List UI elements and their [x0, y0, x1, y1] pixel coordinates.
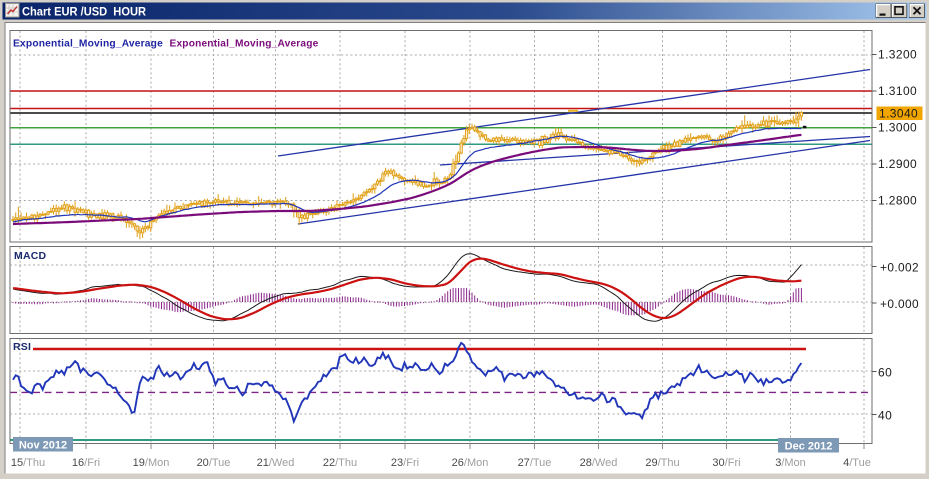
svg-text:30/Fri: 30/Fri — [712, 457, 740, 469]
svg-text:Chart EUR /USD HOUR: Chart EUR /USD HOUR — [22, 4, 146, 18]
svg-text:29/Thu: 29/Thu — [645, 457, 679, 469]
svg-text:20/Tue: 20/Tue — [197, 457, 231, 469]
svg-text:23/Fri: 23/Fri — [391, 457, 419, 469]
svg-text:19/Mon: 19/Mon — [133, 457, 170, 469]
svg-text:Exponential_Moving_Average: Exponential_Moving_Average — [13, 38, 163, 50]
svg-text:3/Mon: 3/Mon — [775, 457, 806, 469]
svg-text:4/Tue: 4/Tue — [843, 457, 871, 469]
svg-text:MACD: MACD — [14, 250, 47, 262]
svg-text:Dec 2012: Dec 2012 — [785, 441, 833, 453]
svg-text:1.3040: 1.3040 — [879, 106, 918, 120]
svg-text:60: 60 — [878, 366, 892, 380]
svg-text:Nov 2012: Nov 2012 — [19, 440, 67, 452]
svg-text:+0.002: +0.002 — [880, 261, 919, 275]
svg-text:27/Tue: 27/Tue — [518, 457, 552, 469]
svg-text:16/Fri: 16/Fri — [72, 457, 100, 469]
svg-text:+0.000: +0.000 — [880, 297, 919, 311]
svg-text:15/Thu: 15/Thu — [11, 457, 45, 469]
svg-text:1.3100: 1.3100 — [878, 84, 917, 98]
svg-text:28/Wed: 28/Wed — [580, 457, 618, 469]
svg-text:22/Thu: 22/Thu — [323, 457, 357, 469]
svg-text:Exponential_Moving_Average: Exponential_Moving_Average — [170, 38, 319, 50]
svg-text:1.2800: 1.2800 — [878, 194, 917, 208]
svg-text:1.2900: 1.2900 — [878, 157, 917, 171]
svg-text:1.3000: 1.3000 — [878, 121, 917, 135]
svg-text:21/Wed: 21/Wed — [257, 457, 295, 469]
svg-text:40: 40 — [878, 409, 892, 423]
svg-text:RSI: RSI — [13, 341, 31, 353]
svg-text:26/Mon: 26/Mon — [452, 457, 489, 469]
svg-text:1.3200: 1.3200 — [878, 48, 917, 62]
